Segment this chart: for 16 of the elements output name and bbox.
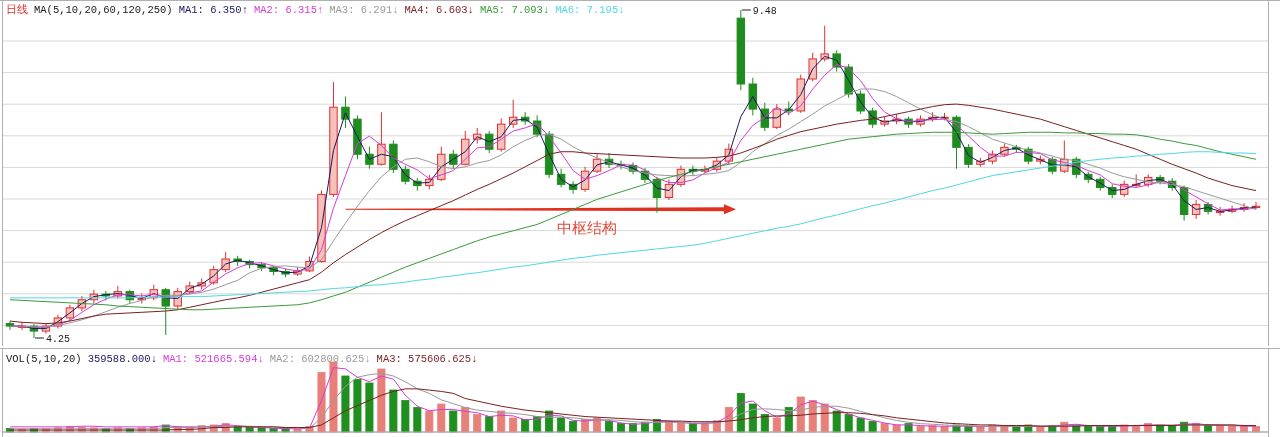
annotation: 9.48: [752, 6, 777, 17]
text: MA4: 6.603↓: [404, 4, 474, 16]
series-label: MA2: 602800.625↓: [269, 353, 371, 365]
text: MA5: 7.093↓: [479, 4, 550, 16]
annotation: 359588.000↓: [87, 353, 157, 365]
chart-title: 日线: [6, 3, 28, 16]
annotation: 中枢结构: [556, 219, 617, 238]
text: MA3: 575606.625↓: [376, 353, 478, 365]
text: MA6: 7.195↓: [555, 4, 625, 16]
legend-title: MA(5,10,20,60,120,250): [34, 4, 173, 16]
annotation: 4.25: [45, 334, 70, 345]
text: MA1: 6.350↑: [178, 4, 248, 16]
text: MA3: 6.291↓: [329, 4, 399, 16]
text: MA2: 6.315↑: [253, 4, 324, 16]
chart-title: VOL(5,10,20): [6, 353, 82, 365]
text: MA1: 521665.594↓: [162, 353, 264, 365]
